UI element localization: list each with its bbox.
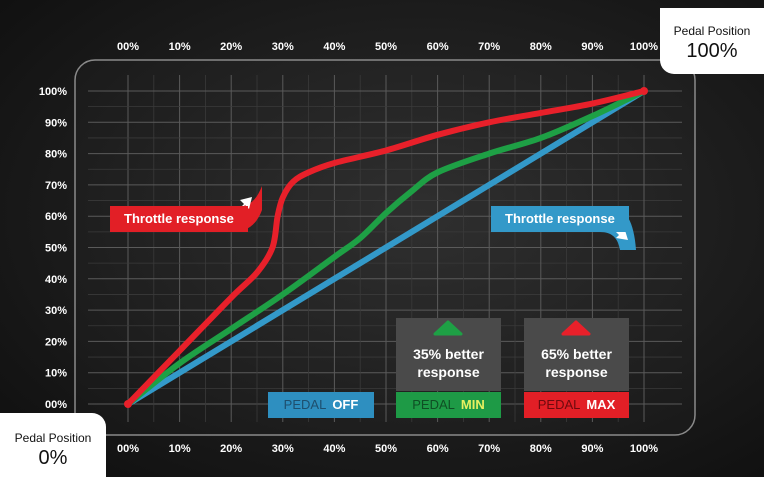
y-tick-label: 60% xyxy=(45,211,67,223)
x-tick-top-label: 10% xyxy=(169,41,191,53)
red-flag-text: Throttle response xyxy=(110,206,248,232)
pedal-position-100-callout: Pedal Position 100% xyxy=(660,8,764,74)
y-tick-label: 80% xyxy=(45,149,67,161)
x-tick-bottom-label: 90% xyxy=(581,443,603,455)
green-triangle-icon xyxy=(433,320,463,336)
min-response-box: 35% better response xyxy=(396,318,501,391)
legend-off-prefix: PEDAL xyxy=(283,397,327,412)
y-tick-label: 90% xyxy=(45,117,67,129)
series-line-pedal-max xyxy=(125,88,647,407)
callout-end-value: 100% xyxy=(686,40,738,62)
chart-frame xyxy=(74,59,696,436)
y-tick-label: 70% xyxy=(45,180,67,192)
x-tick-top-label: 40% xyxy=(323,41,345,53)
x-tick-bottom-label: 10% xyxy=(169,443,191,455)
pedal-position-0-callout: Pedal Position 0% xyxy=(0,413,106,477)
legend-max-prefix: PEDAL xyxy=(537,397,581,412)
legend-pedal-off: PEDAL OFF xyxy=(268,392,374,418)
x-tick-bottom-label: 00% xyxy=(117,443,139,455)
x-tick-top-label: 60% xyxy=(427,41,449,53)
x-tick-bottom-label: 50% xyxy=(375,443,397,455)
y-tick-label: 40% xyxy=(45,274,67,286)
y-tick-label: 30% xyxy=(45,305,67,317)
max-response-box: 65% better response xyxy=(524,318,629,391)
callout-start-label: Pedal Position xyxy=(14,431,92,445)
callout-end-label: Pedal Position xyxy=(673,24,751,38)
min-box-line1: 35% better xyxy=(413,346,484,362)
x-tick-bottom-label: 20% xyxy=(220,443,242,455)
x-tick-top-label: 30% xyxy=(272,41,294,53)
x-tick-top-label: 90% xyxy=(581,41,603,53)
y-tick-label: 50% xyxy=(45,243,67,255)
x-tick-bottom-label: 70% xyxy=(478,443,500,455)
x-tick-bottom-label: 100% xyxy=(630,443,658,455)
series-line-pedal-min xyxy=(125,88,647,407)
legend-pedal-max: PEDAL MAX xyxy=(524,392,629,418)
red-triangle-icon xyxy=(561,320,591,336)
x-tick-top-label: 20% xyxy=(220,41,242,53)
max-box-line1: 65% better xyxy=(541,346,612,362)
y-tick-label: 00% xyxy=(45,399,67,411)
legend-max-mode: MAX xyxy=(586,397,616,412)
tick-labels: 00% 10% 20% 30% 40% 50% 60% 70% 80% 90% 100% 00% 10%… xyxy=(39,41,658,455)
legend-min-prefix: PEDAL xyxy=(412,397,455,412)
y-tick-label: 10% xyxy=(45,368,67,380)
x-tick-bottom-label: 60% xyxy=(427,443,449,455)
x-tick-top-label: 00% xyxy=(117,41,139,53)
min-box-line2: response xyxy=(417,364,480,380)
x-tick-bottom-label: 40% xyxy=(323,443,345,455)
max-box-line2: response xyxy=(545,364,608,380)
x-tick-top-label: 80% xyxy=(530,41,552,53)
series-lines xyxy=(124,87,648,408)
legend-pedal-min: PEDAL MIN xyxy=(396,392,501,418)
legend-min-mode: MIN xyxy=(460,397,485,412)
x-tick-top-label: 70% xyxy=(478,41,500,53)
start-point-marker xyxy=(124,400,132,408)
x-tick-bottom-label: 30% xyxy=(272,443,294,455)
x-tick-top-label: 50% xyxy=(375,41,397,53)
series-line-pedal-off xyxy=(125,88,647,407)
y-tick-label: 20% xyxy=(45,336,67,348)
x-tick-top-label: 100% xyxy=(630,41,658,53)
blue-flag-text: Throttle response xyxy=(491,206,629,232)
end-point-marker xyxy=(640,87,648,95)
legend-off-mode: OFF xyxy=(332,397,359,412)
y-tick-label: 100% xyxy=(39,86,67,98)
callout-start-value: 0% xyxy=(38,447,68,469)
x-tick-bottom-label: 80% xyxy=(530,443,552,455)
